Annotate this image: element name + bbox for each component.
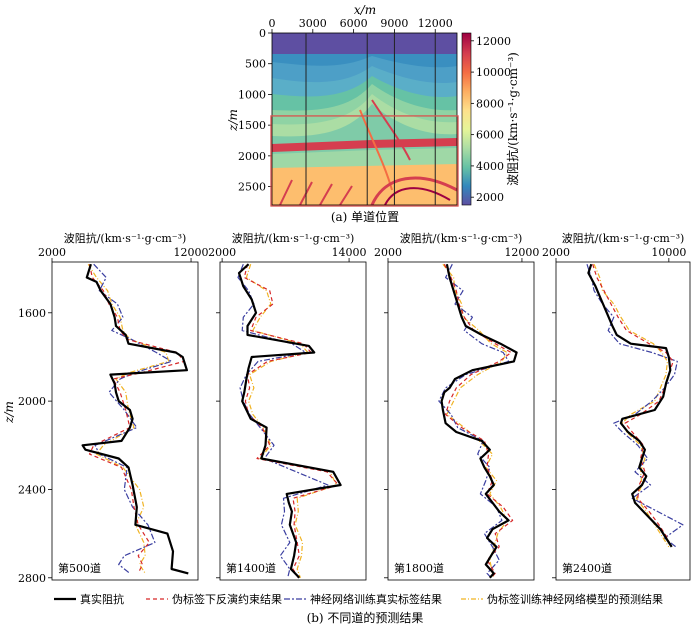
trace-plot-series (586, 263, 684, 548)
trace-plot-frame (51, 261, 199, 581)
panel-a-ytick-label: 1000 (238, 88, 266, 101)
panel-a-caption: (a) 单道位置 (331, 209, 399, 224)
panel-a-xtick-label: 12000 (418, 17, 453, 30)
panel-b-caption: (b) 不同道的预测结果 (307, 610, 424, 625)
panel-a-ytick-label: 2500 (238, 181, 266, 194)
trace-plot-series (237, 263, 342, 579)
series-line (237, 263, 342, 579)
trace-plot-xlabel: 波阻抗/(km·s⁻¹·g·cm⁻³) (400, 231, 523, 245)
panel-a-ytick-label: 500 (245, 58, 266, 71)
panel-b: 波阻抗/(km·s⁻¹·g·cm⁻³)2000 12000160020002400… (18, 231, 691, 585)
panel-a-ylabel: z/m (226, 109, 240, 132)
trace-plot-xlabel: 波阻抗/(km·s⁻¹·g·cm⁻³) (232, 231, 355, 245)
trace-plot-frame (555, 261, 691, 581)
colorbar-tick-label: 2000 (476, 191, 504, 204)
colorbar-tick-label: 4000 (476, 160, 504, 173)
series-line (245, 264, 337, 579)
series-line (438, 263, 510, 579)
panel-a-xtick-label: 6000 (340, 17, 368, 30)
legend-label: 真实阻抗 (80, 592, 124, 606)
trace-plot-frame (219, 261, 367, 581)
trace-plot-xtick-label: 12000 (504, 246, 539, 259)
colorbar-label: 波阻抗/(km·s⁻¹·g·cm⁻³) (505, 52, 520, 186)
legend: 真实阻抗 伪标签下反演约束结果 神经网络训练真实标签结果 伪标签训练神经网络模型的预测… (54, 592, 663, 606)
panel-a-ytick-label: 2000 (238, 150, 266, 163)
trace-label: 第1800道 (394, 561, 444, 575)
trace-plot-ytick-label: 2800 (18, 572, 46, 585)
trace-plot-ytick-label: 2400 (18, 483, 46, 496)
series-line (443, 263, 514, 579)
series-line (81, 263, 189, 575)
trace-plot-xlabel: 波阻抗/(km·s⁻¹·g·cm⁻³) (64, 231, 187, 245)
series-line (88, 264, 185, 574)
trace-plot-xlabel: 波阻抗/(km·s⁻¹·g·cm⁻³) (562, 231, 685, 245)
trace-label: 第500道 (58, 561, 101, 575)
panel-a-xlabel: x/m (354, 3, 376, 17)
trace-plot-xtick-label: 14000 (332, 246, 367, 259)
panel-a-xtick-label: 3000 (299, 17, 327, 30)
series-line (587, 263, 673, 548)
panel-a: x/m 0 3000 6000 9000 12000 05001000150020002… (226, 3, 520, 224)
series-line (237, 263, 329, 578)
panel-a-ytick-label: 0 (259, 27, 266, 40)
panel-a-xtick-label: 9000 (380, 17, 408, 30)
trace-plot-1: 波阻抗/(km·s⁻¹·g·cm⁻³)2000 12000160020002400… (18, 231, 209, 585)
colorbar (461, 32, 472, 206)
legend-label: 神经网络训练真实标签结果 (310, 592, 442, 606)
trace-label: 第2400道 (562, 561, 612, 575)
trace-plot-2: 波阻抗/(km·s⁻¹·g·cm⁻³)2000 14000 第1400道 (208, 231, 367, 581)
trace-plot-xtick-label: 2000 (38, 246, 66, 259)
series-line (440, 263, 518, 579)
colorbar-tick-label: 8000 (476, 97, 504, 110)
trace-plot-series (438, 263, 518, 579)
colorbar-tick-label: 12000 (476, 35, 511, 48)
trace-plot-4: 波阻抗/(km·s⁻¹·g·cm⁻³)2000 10000 第2400道 (542, 231, 691, 581)
trace-plot-xtick-label: 2000 (208, 246, 236, 259)
series-line (592, 264, 674, 548)
heatmap-image (272, 33, 457, 205)
panel-a-xticks: 0 3000 6000 9000 12000 (269, 17, 453, 33)
legend-label: 伪标签训练神经网络模型的预测结果 (487, 592, 663, 606)
series-line (442, 263, 508, 578)
trace-plot-ytick-label: 2000 (18, 395, 46, 408)
trace-label: 第1400道 (226, 561, 276, 575)
colorbar-tick-label: 10000 (476, 66, 511, 79)
trace-plot-xtick-label: 2000 (542, 246, 570, 259)
trace-plot-xtick-label: 10000 (651, 246, 686, 259)
trace-plot-ytick-label: 1600 (18, 307, 46, 320)
highlight-box (270, 115, 459, 207)
trace-plot-series (81, 263, 189, 575)
legend-label: 伪标签下反演约束结果 (172, 592, 282, 606)
colorbar-tick-label: 6000 (476, 129, 504, 142)
series-line (87, 263, 170, 574)
panel-a-xtick-label: 0 (269, 17, 276, 30)
series-line (586, 264, 684, 548)
trace-plot-xtick-label: 2000 (374, 246, 402, 259)
trace-plot-3: 波阻抗/(km·s⁻¹·g·cm⁻³)2000 12000 第1800道 (374, 231, 539, 581)
trace-plot-frame (387, 261, 535, 581)
panel-b-ylabel: z/m (2, 401, 16, 424)
colorbar-ticks: 2000 4000 6000 8000 10000 12000 (471, 35, 511, 204)
trace-position-lines (305, 33, 436, 205)
trace-plot-xtick-label: 12000 (174, 246, 209, 259)
panel-a-yticks: 0 500 1000 1500 2000 2500 (238, 27, 272, 194)
panel-a-ytick-label: 1500 (238, 119, 266, 132)
